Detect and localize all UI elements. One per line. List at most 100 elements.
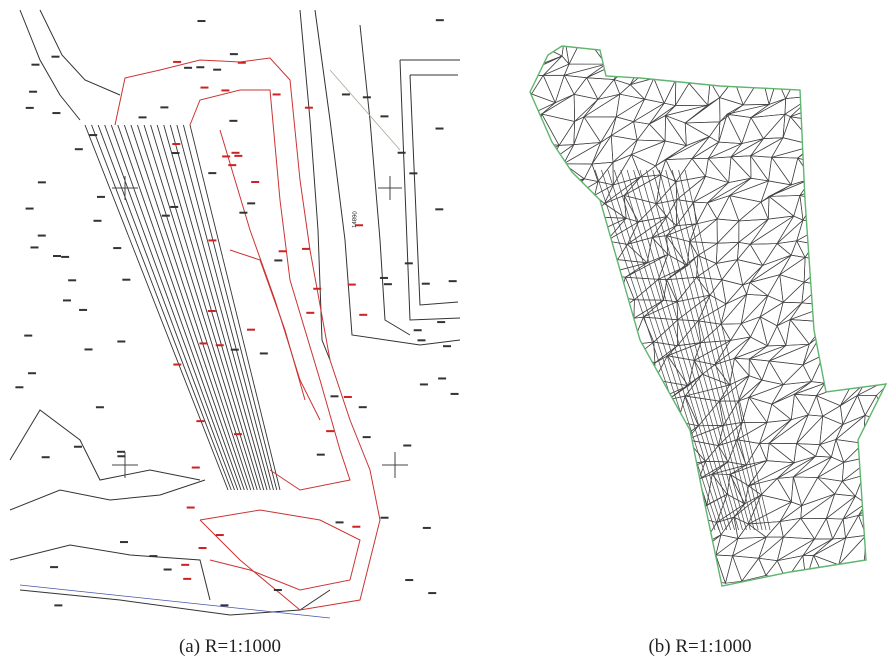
triangle xyxy=(816,445,832,457)
triangle xyxy=(593,477,614,496)
spot-mark xyxy=(232,152,240,154)
triangle xyxy=(814,242,837,260)
triangle xyxy=(833,295,864,323)
triangle xyxy=(666,224,696,242)
spot-mark xyxy=(273,93,281,95)
spot-mark xyxy=(438,377,446,379)
triangle xyxy=(523,378,550,405)
triangle xyxy=(794,60,826,83)
triangle xyxy=(590,440,601,464)
spot-mark xyxy=(208,239,216,241)
triangle xyxy=(798,158,813,179)
triangle xyxy=(862,235,887,263)
triangle xyxy=(861,114,882,143)
triangle xyxy=(856,138,888,155)
triangle xyxy=(708,196,730,219)
triangle xyxy=(572,363,584,374)
triangle xyxy=(825,356,853,383)
triangle xyxy=(839,563,864,575)
triangle xyxy=(542,320,562,337)
triangle xyxy=(632,342,653,355)
triangle xyxy=(692,142,719,158)
triangle xyxy=(731,139,763,157)
spot-mark xyxy=(384,283,392,285)
triangle xyxy=(607,545,638,564)
triangle xyxy=(562,399,592,420)
triangle xyxy=(859,514,882,535)
triangle xyxy=(636,556,659,581)
triangle xyxy=(635,380,654,400)
spot-mark xyxy=(173,61,181,63)
slope-edge xyxy=(621,170,731,530)
triangle xyxy=(647,40,658,61)
spot-mark xyxy=(313,288,321,290)
triangle xyxy=(824,337,857,356)
triangle xyxy=(678,295,710,321)
triangle xyxy=(819,40,832,60)
triangle xyxy=(860,79,875,95)
triangle xyxy=(824,355,840,383)
triangle xyxy=(628,441,646,455)
triangle xyxy=(563,259,593,278)
triangle xyxy=(532,219,554,242)
triangle xyxy=(584,364,613,378)
triangle xyxy=(529,197,539,215)
triangle xyxy=(542,535,582,564)
triangle xyxy=(644,405,666,426)
triangle xyxy=(863,415,887,443)
triangle xyxy=(563,260,593,282)
spot-mark xyxy=(405,262,413,264)
triangle xyxy=(636,556,649,578)
triangle xyxy=(831,242,850,260)
spot-mark xyxy=(171,152,179,154)
triangle xyxy=(735,41,751,62)
triangle xyxy=(759,420,791,444)
triangle xyxy=(835,143,879,155)
triangle xyxy=(665,40,688,62)
spot-mark xyxy=(26,208,34,210)
triangle xyxy=(561,546,590,560)
triangle xyxy=(856,275,864,299)
triangle xyxy=(558,443,572,462)
spot-mark xyxy=(187,507,195,509)
triangle xyxy=(561,520,582,544)
triangle xyxy=(804,261,831,285)
triangle xyxy=(679,558,710,586)
triangle xyxy=(532,242,554,264)
triangle xyxy=(835,155,856,186)
triangle xyxy=(630,54,658,84)
triangle xyxy=(666,116,687,146)
spot-mark xyxy=(274,259,282,261)
triangle xyxy=(590,454,623,481)
triangle xyxy=(863,158,888,186)
spot-mark xyxy=(42,456,50,458)
triangle xyxy=(710,62,739,81)
slope-edge xyxy=(627,170,735,530)
triangle xyxy=(610,384,641,399)
triangle xyxy=(864,245,888,263)
triangle xyxy=(654,61,675,78)
triangle xyxy=(805,40,825,60)
triangle xyxy=(822,75,844,101)
triangle xyxy=(835,143,879,155)
triangle xyxy=(762,54,783,75)
triangle xyxy=(710,555,725,583)
triangle xyxy=(669,505,707,520)
spot-mark xyxy=(330,395,338,397)
spot-mark xyxy=(222,155,230,157)
triangle xyxy=(526,261,555,282)
triangle xyxy=(772,382,812,405)
triangle xyxy=(772,145,815,158)
triangle xyxy=(564,75,586,94)
triangle xyxy=(653,40,665,62)
triangle xyxy=(572,463,590,478)
triangle xyxy=(563,179,598,202)
triangle xyxy=(721,324,741,341)
triangle xyxy=(863,336,885,364)
triangle xyxy=(664,80,676,106)
triangle xyxy=(875,316,884,336)
triangle xyxy=(716,260,737,280)
triangle xyxy=(518,114,541,142)
triangle xyxy=(657,476,668,505)
triangle xyxy=(864,535,888,563)
